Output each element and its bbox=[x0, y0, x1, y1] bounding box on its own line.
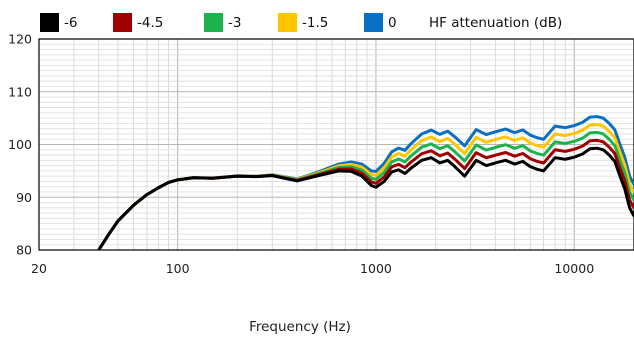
x-tick-label: 10000 bbox=[554, 261, 594, 276]
y-tick-label: 100 bbox=[8, 137, 32, 152]
x-axis-ticks: 20 100 1000 10000 bbox=[31, 261, 594, 276]
plot-frame bbox=[38, 38, 634, 251]
legend: -6 -4.5 -3 -1.5 0 HF attenuation (dB) bbox=[40, 13, 562, 32]
legend-swatch--3 bbox=[204, 13, 223, 32]
y-tick-label: 120 bbox=[8, 32, 32, 47]
series-lines bbox=[97, 115, 634, 250]
grid bbox=[39, 39, 634, 250]
x-tick-label: 20 bbox=[31, 261, 47, 276]
legend-swatch--6 bbox=[40, 13, 59, 32]
legend-swatch--4.5 bbox=[113, 13, 132, 32]
y-tick-label: 80 bbox=[16, 243, 32, 258]
legend-label: -4.5 bbox=[137, 15, 163, 31]
x-axis-label: Frequency (Hz) bbox=[249, 319, 351, 335]
legend-label: -1.5 bbox=[302, 15, 328, 31]
x-tick-label: 1000 bbox=[360, 261, 392, 276]
legend-title: HF attenuation (dB) bbox=[429, 15, 562, 31]
series-line--6 bbox=[97, 146, 634, 250]
y-axis-ticks: 80 90 100 110 120 bbox=[8, 32, 32, 258]
y-tick-label: 110 bbox=[8, 84, 32, 99]
series-line--4.5 bbox=[97, 138, 634, 250]
legend-label: -6 bbox=[64, 15, 77, 31]
legend-label: -3 bbox=[228, 15, 241, 31]
legend-swatch-0 bbox=[364, 13, 383, 32]
legend-swatch--1.5 bbox=[278, 13, 297, 32]
x-tick-label: 100 bbox=[166, 261, 190, 276]
y-tick-label: 90 bbox=[16, 190, 32, 205]
legend-label: 0 bbox=[388, 15, 397, 31]
